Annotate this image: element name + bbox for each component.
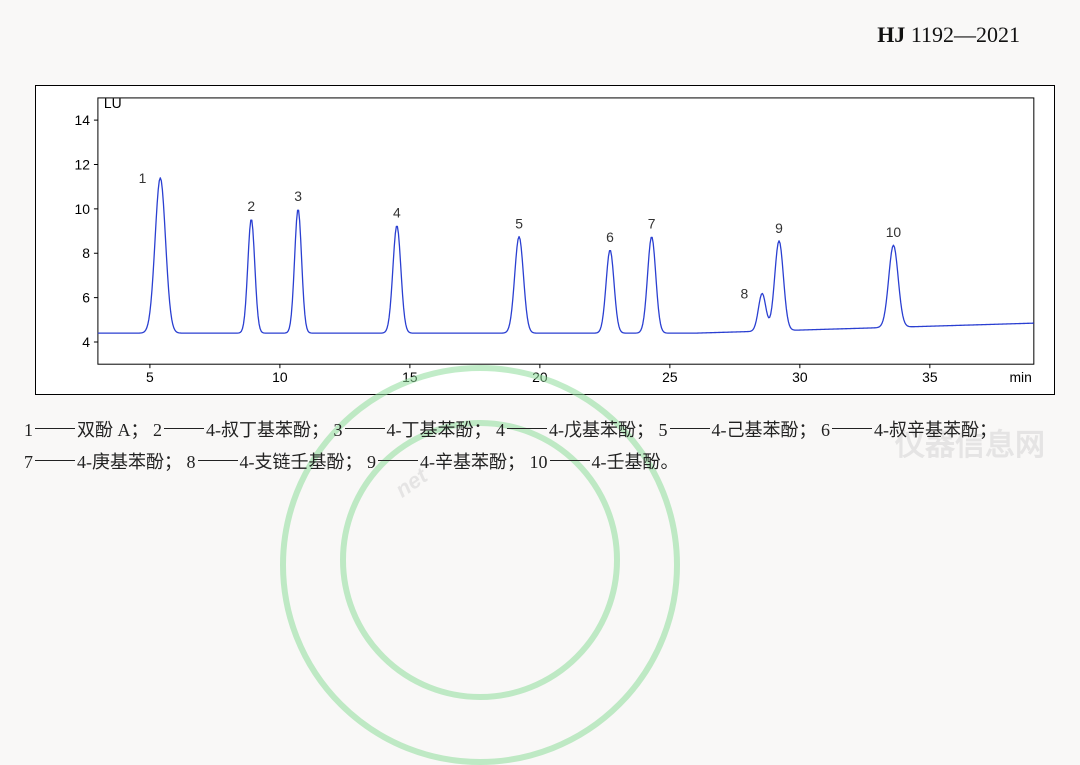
svg-text:10: 10 [75, 201, 91, 217]
svg-text:min: min [1009, 369, 1031, 385]
svg-text:12: 12 [75, 156, 91, 172]
svg-text:9: 9 [775, 220, 783, 236]
standard-code-prefix: HJ [877, 22, 905, 47]
legend-item: 44-戊基苯酚； [496, 420, 659, 440]
legend-item: 54-己基苯酚； [659, 420, 822, 440]
svg-text:30: 30 [792, 369, 808, 385]
svg-text:6: 6 [82, 290, 90, 306]
svg-text:4: 4 [82, 334, 90, 350]
svg-text:25: 25 [662, 369, 678, 385]
svg-text:15: 15 [402, 369, 418, 385]
legend-item: 64-叔辛基苯酚； [821, 420, 1002, 440]
legend-item: 1双酚 A； [24, 420, 153, 440]
legend-item: 104-壬基酚。 [530, 452, 684, 472]
svg-text:20: 20 [532, 369, 548, 385]
svg-text:1: 1 [139, 170, 147, 186]
legend-item: 34-丁基苯酚； [334, 420, 497, 440]
standard-code: HJ 1192—2021 [877, 22, 1020, 48]
svg-text:8: 8 [82, 245, 90, 261]
svg-text:8: 8 [741, 285, 749, 301]
peak-legend: 1双酚 A； 24-叔丁基苯酚； 34-丁基苯酚； 44-戊基苯酚； 54-己基… [24, 415, 1054, 478]
legend-item: 94-辛基苯酚； [367, 452, 530, 472]
legend-item: 74-庚基苯酚； [24, 452, 187, 472]
svg-text:4: 4 [393, 205, 401, 221]
chart-svg: 468101214LU5101520253035min12345678910 [36, 86, 1054, 394]
legend-item: 84-支链壬基酚； [187, 452, 368, 472]
legend-item: 24-叔丁基苯酚； [153, 420, 334, 440]
svg-text:5: 5 [515, 216, 523, 232]
svg-text:6: 6 [606, 229, 614, 245]
svg-text:3: 3 [294, 188, 302, 204]
chromatogram-chart: 468101214LU5101520253035min12345678910 [35, 85, 1055, 395]
svg-text:35: 35 [922, 369, 938, 385]
svg-text:7: 7 [648, 216, 656, 232]
svg-text:LU: LU [104, 95, 122, 111]
svg-text:10: 10 [272, 369, 288, 385]
svg-text:10: 10 [886, 224, 902, 240]
svg-text:5: 5 [146, 369, 154, 385]
svg-text:14: 14 [75, 112, 91, 128]
svg-text:2: 2 [247, 198, 255, 214]
standard-code-number: 1192—2021 [905, 22, 1020, 47]
